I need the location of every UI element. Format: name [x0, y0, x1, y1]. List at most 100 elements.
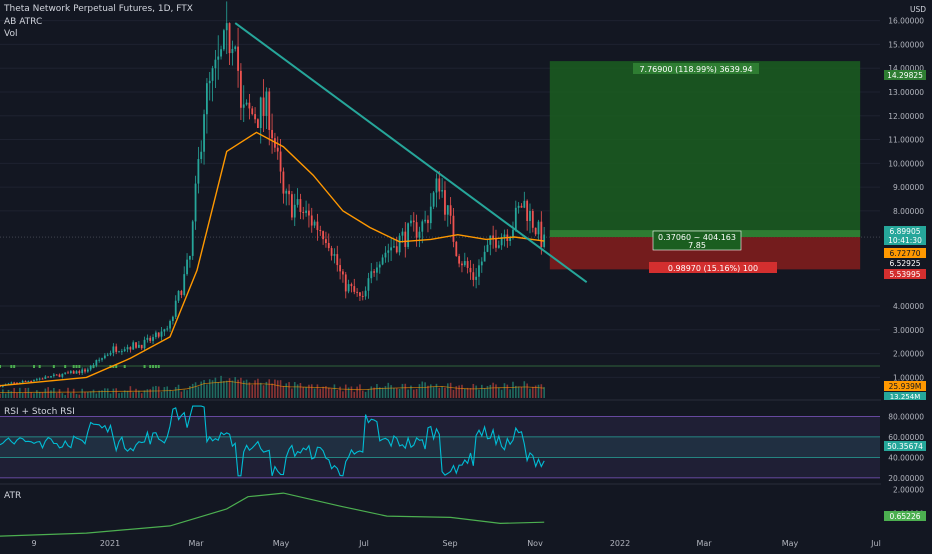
volume-bar	[180, 391, 183, 398]
candle-body	[194, 183, 197, 222]
candle-body	[220, 49, 222, 57]
candle-body	[435, 178, 438, 193]
volume-bar	[515, 385, 517, 398]
atrc-mark	[75, 365, 78, 368]
price-tick-1: 15.00000	[888, 40, 924, 49]
ema-polyline	[0, 131, 545, 387]
time-tick-3: May	[273, 539, 290, 548]
volume-bar	[344, 384, 347, 398]
volume-bar	[503, 383, 506, 398]
volume-bar	[259, 382, 262, 398]
atrc-mark	[38, 365, 41, 368]
price-tick-7: 9.00000	[893, 183, 924, 192]
volume-bar	[540, 384, 543, 398]
rsi-pane-title[interactable]: RSI + Stoch RSI	[4, 407, 75, 417]
volume-bar	[129, 386, 132, 398]
candle-body	[319, 229, 322, 232]
axis-badges: 14.29825 6.89905 10:41:30 6.72770 6.5292…	[884, 70, 926, 521]
candle-body	[387, 250, 390, 253]
rsi-pane	[0, 399, 932, 479]
candle-body	[64, 372, 67, 374]
volume-bar	[285, 383, 288, 398]
candle-body	[225, 23, 228, 31]
vol-text: 13.254M	[890, 393, 921, 401]
candle-body	[339, 265, 341, 272]
profit-zone[interactable]	[549, 61, 861, 238]
trendline-segment[interactable]	[234, 22, 588, 284]
candle-body	[489, 235, 492, 245]
candle-body	[310, 215, 313, 226]
candle-body	[336, 254, 339, 266]
candle-body	[171, 316, 174, 322]
candle-body	[13, 382, 16, 384]
volume-bar	[395, 388, 398, 398]
position-labels: 7.76900 (118.99%) 3639.94 0.37060 ~ 404.…	[633, 63, 777, 273]
rsi-badge	[884, 441, 926, 451]
volume-bar	[498, 387, 500, 398]
candle-body	[180, 290, 183, 295]
volume-bar	[288, 382, 290, 398]
candle-body	[361, 295, 364, 297]
candle-body	[106, 354, 109, 356]
candle-body	[333, 254, 336, 256]
candle-body	[84, 369, 86, 372]
volume-bar	[500, 389, 503, 398]
volume-bar	[211, 380, 214, 398]
candle-body	[291, 194, 293, 218]
candle-body	[446, 205, 449, 215]
candle-body	[86, 369, 89, 372]
candle-body	[58, 374, 61, 377]
volume-bar	[228, 378, 231, 398]
price-tick-10: 3.00000	[893, 326, 924, 335]
volume-bar	[234, 377, 237, 398]
volume-bar	[302, 387, 305, 398]
candle-body	[480, 261, 483, 266]
atr-pane-title[interactable]: ATR	[4, 491, 22, 501]
volume-bar	[220, 375, 222, 398]
volume-bar	[489, 384, 492, 398]
candle-body	[325, 239, 327, 244]
volume-bar	[191, 383, 194, 398]
volume-bar	[174, 387, 177, 398]
candle-body	[483, 251, 486, 262]
price-tick-4: 12.00000	[888, 112, 924, 121]
candle-body	[342, 271, 344, 275]
candle-body	[472, 272, 475, 280]
currency-label: USD	[910, 5, 926, 14]
time-tick-0: 9	[31, 539, 36, 548]
volume-bar	[95, 393, 98, 398]
candle-body	[390, 247, 393, 251]
countdown-text: 10:41:30	[888, 236, 922, 245]
indicator-vol-label[interactable]: Vol	[4, 29, 18, 39]
candle-body	[429, 206, 432, 224]
candle-body	[89, 365, 92, 370]
candle-body	[222, 30, 225, 50]
candle-body	[38, 378, 41, 380]
trendline[interactable]	[234, 22, 588, 284]
candle-body	[24, 380, 27, 382]
volume-bar	[271, 383, 273, 398]
volume-bar	[206, 384, 208, 398]
candle-body	[41, 378, 44, 380]
volume-bar	[126, 390, 129, 398]
ema-badge-text: 6.72770	[889, 249, 920, 258]
volume-bar	[58, 389, 61, 398]
volume-bar	[327, 387, 330, 398]
volume-bar	[401, 383, 404, 398]
target-label: 7.76900 (118.99%) 3639.94	[639, 65, 752, 74]
indicator-atrc-label[interactable]: AB ATRC	[4, 17, 43, 27]
candle-body	[531, 210, 534, 228]
volume-bar	[109, 393, 112, 398]
volume-bar	[279, 380, 282, 398]
candle-body	[208, 80, 211, 84]
symbol-title[interactable]: Theta Network Perpetual Futures, 1D, FTX	[4, 4, 193, 14]
volume-bar	[115, 388, 117, 398]
volume-bar	[19, 387, 21, 398]
time-axis[interactable]: 9 2021 Mar May Jul Sep Nov 2022 Mar May Jul	[31, 539, 880, 548]
candle-body	[381, 257, 384, 265]
candle-body	[44, 376, 47, 379]
candle-body	[166, 328, 169, 330]
atrc-mark	[64, 365, 67, 368]
